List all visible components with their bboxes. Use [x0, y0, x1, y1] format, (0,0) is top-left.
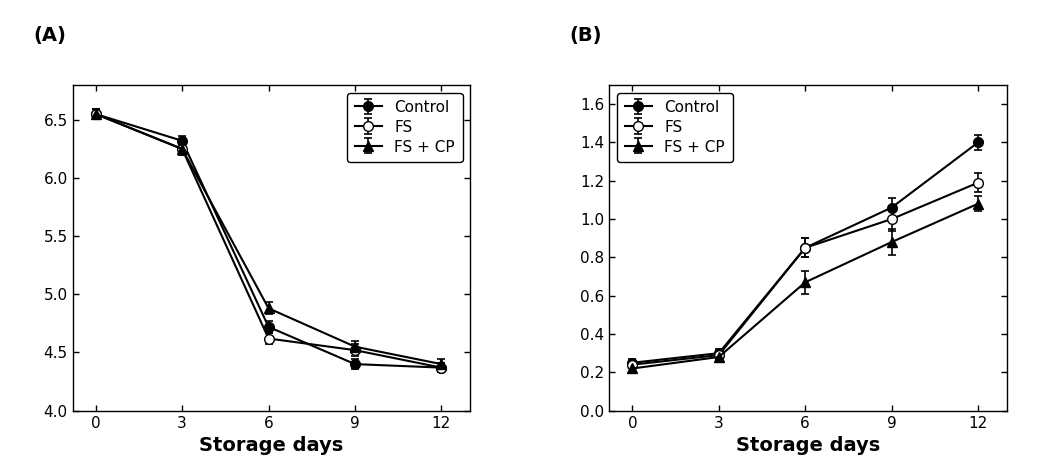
Text: (A): (A)	[33, 26, 65, 45]
Legend: Control, FS, FS + CP: Control, FS, FS + CP	[617, 93, 733, 162]
Text: (B): (B)	[570, 26, 602, 45]
X-axis label: Storage days: Storage days	[736, 436, 880, 455]
X-axis label: Storage days: Storage days	[199, 436, 344, 455]
Legend: Control, FS, FS + CP: Control, FS, FS + CP	[347, 93, 463, 162]
